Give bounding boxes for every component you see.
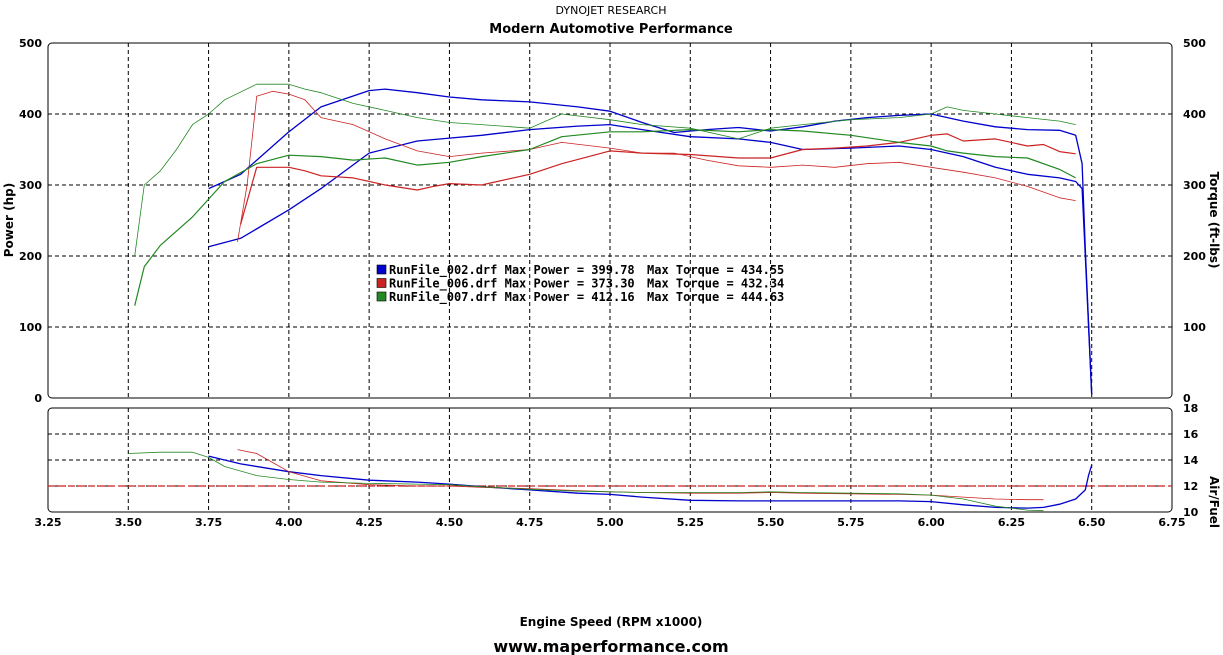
rpm-tick-label: 4.75 bbox=[516, 516, 543, 529]
air-fuel-axis-label: Air/Fuel bbox=[1207, 476, 1221, 528]
rpm-tick-label: 4.25 bbox=[356, 516, 383, 529]
power-tick-label: 500 bbox=[19, 37, 42, 50]
rpm-tick-label: 6.50 bbox=[1078, 516, 1105, 529]
power-axis-label: Power (hp) bbox=[2, 183, 16, 257]
legend-run-entry: RunFile_006.drf Max Power = 373.30 bbox=[389, 277, 635, 292]
rpm-tick-label: 5.00 bbox=[596, 516, 623, 529]
engine-speed-axis-label: Engine Speed (RPM x1000) bbox=[520, 615, 703, 629]
torque-tick-label: 400 bbox=[1183, 108, 1206, 121]
air-fuel-series bbox=[48, 449, 1172, 512]
runfile-007-afr-line bbox=[128, 451, 1044, 512]
legend-swatch bbox=[376, 278, 387, 288]
air-fuel-tick-label: 12 bbox=[1183, 480, 1198, 493]
torque-tick-label: 200 bbox=[1183, 250, 1206, 263]
air-fuel-tick-label: 16 bbox=[1183, 428, 1199, 441]
chart-title: Modern Automotive Performance bbox=[489, 22, 733, 37]
brand-title: DYNOJET RESEARCH bbox=[556, 4, 667, 17]
runfile-006-power-line bbox=[240, 133, 1076, 225]
torque-axis-label: Torque (ft-lbs) bbox=[1207, 172, 1221, 269]
power-tick-label: 400 bbox=[19, 108, 42, 121]
power-tick-label: 300 bbox=[19, 179, 42, 192]
torque-axis-ticks: 0 100 200 300 400 500 bbox=[1183, 37, 1206, 405]
legend-run-entry: RunFile_007.drf Max Power = 412.16 bbox=[389, 290, 635, 305]
legend-swatch bbox=[376, 291, 387, 302]
rpm-tick-label: 3.25 bbox=[34, 516, 61, 529]
legend-torque-entry: Max Torque = 434.55 bbox=[647, 263, 784, 277]
rpm-tick-label: 6.75 bbox=[1158, 516, 1185, 529]
air-fuel-axis-ticks: 10 12 14 16 18 bbox=[1183, 402, 1199, 519]
rpm-tick-label: 6.25 bbox=[998, 516, 1025, 529]
torque-tick-label: 300 bbox=[1183, 179, 1206, 192]
footer-url: www.maperformance.com bbox=[493, 637, 728, 655]
engine-speed-axis-ticks: 3.25 3.50 3.75 4.00 4.25 4.50 4.75 5.00 5.25 5.50… bbox=[34, 516, 1185, 529]
rpm-tick-label: 5.50 bbox=[757, 516, 784, 529]
air-fuel-tick-label: 14 bbox=[1183, 454, 1199, 467]
legend-torque-entry: Max Torque = 444.63 bbox=[647, 290, 784, 304]
rpm-tick-label: 3.50 bbox=[115, 516, 142, 529]
power-tick-label: 200 bbox=[19, 250, 42, 263]
torque-tick-label: 500 bbox=[1183, 37, 1206, 50]
air-fuel-tick-label: 18 bbox=[1183, 402, 1198, 415]
runfile-002-torque-line bbox=[208, 88, 1093, 395]
torque-tick-label: 0 bbox=[1183, 392, 1191, 405]
legend: RunFile_002.drf Max Power = 399.78 Max To… bbox=[376, 263, 784, 305]
runfile-002-afr-line bbox=[208, 455, 1093, 509]
runfile-006-torque-line bbox=[237, 90, 1076, 242]
legend-run-entry: RunFile_002.drf Max Power = 399.78 bbox=[389, 263, 635, 278]
torque-tick-label: 100 bbox=[1183, 321, 1206, 334]
rpm-tick-label: 5.25 bbox=[677, 516, 704, 529]
rpm-tick-label: 6.00 bbox=[918, 516, 945, 529]
power-torque-grid bbox=[48, 43, 1172, 398]
legend-torque-entry: Max Torque = 432.34 bbox=[647, 277, 784, 291]
legend-swatch bbox=[376, 264, 387, 275]
power-torque-series bbox=[134, 83, 1093, 395]
power-tick-label: 0 bbox=[34, 392, 42, 405]
runfile-007-power-line bbox=[134, 129, 1076, 306]
rpm-tick-label: 5.75 bbox=[837, 516, 864, 529]
power-tick-label: 100 bbox=[19, 321, 42, 334]
runfile-007-torque-line bbox=[134, 83, 1076, 257]
rpm-tick-label: 4.50 bbox=[436, 516, 463, 529]
air-fuel-tick-label: 10 bbox=[1183, 506, 1199, 519]
rpm-tick-label: 4.00 bbox=[275, 516, 302, 529]
rpm-tick-label: 3.75 bbox=[195, 516, 222, 529]
power-axis-ticks: 0 100 200 300 400 500 bbox=[19, 37, 42, 405]
